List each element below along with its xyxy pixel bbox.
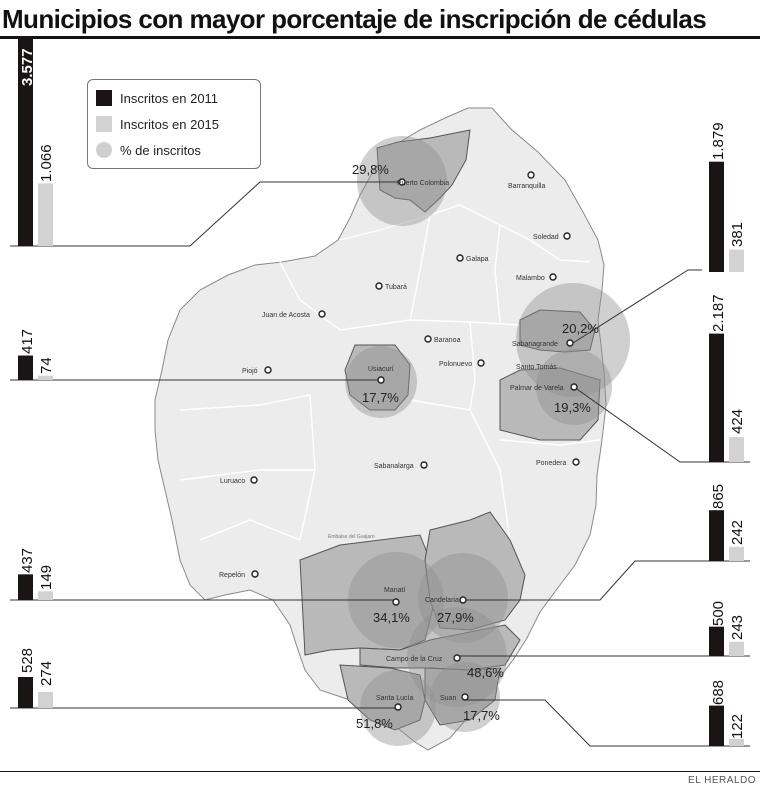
value-2015-sabanagrande: 381 [729,222,746,247]
legend-swatch-2015 [96,116,112,132]
pct-candelaria: 27,9% [437,610,474,625]
pct-usiacuri: 17,7% [362,390,399,405]
pct-puerto-colombia: 29,8% [352,162,389,177]
bar-2015-suan [729,738,744,746]
highlighted-municipalities [299,129,601,731]
town-markers [250,171,580,711]
pct-manati: 34,1% [373,610,410,625]
town-santo-tomas: Santo Tomás [516,364,557,371]
town-ponedera: Ponedera [536,460,566,467]
municipal-borders [179,204,601,541]
town-candelaria: Candelaria [425,597,459,604]
pct-campo-de-la-cruz: 48,6% [467,665,504,680]
town-puerto-colombia: Puerto Colombia [397,180,449,187]
circle-sabanagrande [516,283,630,397]
town-manati: Manatí [384,587,405,594]
town-palmar-de-varela: Palmar de Varela [510,385,564,392]
town-santa-lucia: Santa Lucía [376,695,413,702]
value-2015-candelaria: 242 [729,520,746,545]
value-2015-palmar-de-varela: 424 [729,409,746,434]
value-2015-puerto-colombia: 1.066 [38,144,55,182]
page-title: Municipios con mayor porcentaje de inscr… [2,4,707,34]
bar-2011-usiacuri [18,355,33,380]
bar-2015-usiacuri [38,375,53,380]
value-2011-campo-de-la-cruz: 500 [710,601,727,626]
bar-2011-candelaria [709,510,724,561]
value-2011-santa-lucia: 528 [19,648,36,673]
percentage-circles [345,136,630,746]
bar-value-labels: 3.577 1.066 417 74 437 149 528 274 1.879… [19,48,746,739]
value-2015-campo-de-la-cruz: 243 [729,615,746,640]
bar-2011-manati [18,574,33,600]
legend-label-pct: % de inscritos [120,142,201,158]
pct-sabanagrande: 20,2% [562,321,599,336]
pct-santa-lucia: 51,8% [356,716,393,731]
bar-2011-santa-lucia [18,677,33,708]
town-usiacuri: Usiacurí [368,366,394,373]
town-juan-de-acosta: Juan de Acosta [262,312,310,319]
value-2015-manati: 149 [38,565,55,590]
leader-lines [10,181,750,747]
legend-item-2011: Inscritos en 2011 [96,88,218,108]
bar-2015-manati [38,591,53,600]
town-baranoa: Baranoa [434,337,461,344]
town-galapa: Galapa [466,256,489,263]
bar-2015-sabanagrande [729,249,744,272]
bar-2011-suan [709,705,724,746]
town-repelon: Repelón [219,572,245,579]
bar-charts [18,36,744,746]
bar-2011-campo-de-la-cruz [709,626,724,656]
bar-2015-puerto-colombia [38,183,53,246]
legend-label-2011: Inscritos en 2011 [120,90,219,106]
percentage-labels: 29,8% 20,2% 19,3% 17,7% 34,1% 27,9% 48,6… [352,162,599,731]
town-sabanagrande: Sabanagrande [512,341,558,348]
legend: Inscritos en 2011 Inscritos en 2015 % de… [87,79,261,169]
legend-label-2015: Inscritos en 2015 [120,116,220,132]
value-2011-palmar-de-varela: 2.187 [710,294,727,332]
legend-swatch-pct [96,142,112,158]
legend-item-2015: Inscritos en 2015 [96,114,219,134]
value-2015-usiacuri: 74 [38,357,55,374]
value-2011-manati: 437 [19,548,36,573]
value-2011-usiacuri: 417 [19,329,36,354]
town-labels: Puerto Colombia Barranquilla Soledad Gal… [219,180,566,702]
legend-item-pct: % de inscritos [96,140,201,160]
town-barranquilla: Barranquilla [508,183,545,190]
value-2011-puerto-colombia: 3.577 [19,48,36,86]
bar-2011-sabanagrande [709,161,724,272]
pct-suan: 17,7% [463,708,500,723]
town-tubara: Tubará [385,284,407,291]
bar-2011-palmar-de-varela [709,333,724,462]
town-campo-de-la-cruz: Campo de la Cruz [386,656,443,663]
bar-2015-campo-de-la-cruz [729,641,744,656]
town-malambo: Malambo [516,275,545,282]
value-2011-suan: 688 [710,680,727,705]
legend-swatch-2011 [96,90,112,106]
bar-2015-palmar-de-varela [729,437,744,462]
town-polonuevo: Polonuevo [439,361,472,368]
value-2011-candelaria: 865 [710,484,727,509]
value-2015-suan: 122 [729,714,746,739]
town-sabanalarga: Sabanalarga [374,463,414,470]
value-2011-sabanagrande: 1.879 [710,122,727,160]
bar-2015-candelaria [729,546,744,561]
town-luruaco: Luruaco [220,478,245,485]
bar-2015-santa-lucia [38,691,53,708]
credit: EL HERALDO [688,775,756,786]
bottom-rule [0,771,760,772]
pct-palmar-de-varela: 19,3% [554,400,591,415]
town-soledad: Soledad [533,234,559,241]
town-suan: Suan [440,695,456,702]
bar-2011-puerto-colombia [18,36,33,246]
value-2015-santa-lucia: 274 [38,661,55,686]
town-piojo: Piojó [242,368,258,375]
top-rule [0,36,760,39]
embalse-label: Embalse del Guájaro [328,534,375,540]
